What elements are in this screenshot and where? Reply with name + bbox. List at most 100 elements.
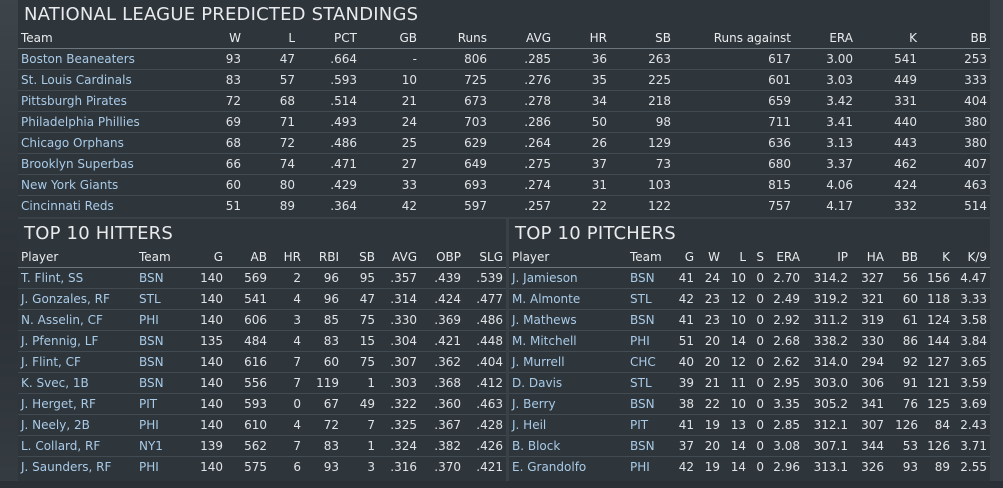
pitchers-name-link[interactable]: J. Berry	[509, 393, 627, 415]
hitters-name-link[interactable]: N. Asselin, CF	[18, 309, 136, 331]
hitters-name-link[interactable]: T. Flint, SS	[18, 267, 136, 289]
standings-name-link[interactable]: Pittsburgh Pirates	[18, 90, 174, 112]
standings-column-header[interactable]: GB	[360, 28, 420, 49]
standings-cell: 462	[856, 153, 920, 175]
pitchers-column-header[interactable]: IP	[803, 247, 851, 268]
pitchers-cell: 38	[671, 393, 697, 415]
standings-column-header[interactable]: ERA	[794, 28, 856, 49]
pitchers-column-header[interactable]: ERA	[767, 247, 803, 268]
pitchers-column-header[interactable]: G	[671, 247, 697, 268]
hitters-column-header[interactable]: RBI	[304, 247, 342, 268]
pitchers-cell: 0	[749, 288, 767, 310]
hitters-column-header[interactable]: OBP	[420, 247, 464, 268]
pitchers-name-link[interactable]: PHI	[627, 330, 671, 352]
hitters-column-header[interactable]: AVG	[378, 247, 420, 268]
hitters-column-header[interactable]: AB	[226, 247, 270, 268]
standings-cell: -	[360, 48, 420, 70]
hitters-name-link[interactable]: J. Herget, RF	[18, 393, 136, 415]
pitchers-name-link[interactable]: J. Heil	[509, 414, 627, 436]
pitchers-name-link[interactable]: J. Mathews	[509, 309, 627, 331]
hitters-name-link[interactable]: J. Gonzales, RF	[18, 288, 136, 310]
standings-name-link[interactable]: St. Louis Cardinals	[18, 69, 174, 91]
pitchers-column-header[interactable]: W	[697, 247, 723, 268]
standings-column-header[interactable]: BB	[920, 28, 990, 49]
hitters-column-header[interactable]: G	[188, 247, 226, 268]
hitters-column-header[interactable]: Player	[18, 247, 136, 268]
hitters-name-link[interactable]: PHI	[139, 460, 159, 474]
standings-column-header[interactable]: PCT	[298, 28, 360, 49]
pitchers-name-link[interactable]: CHC	[627, 351, 671, 373]
pitchers-name-link[interactable]: PHI	[630, 460, 650, 474]
pitchers-name-link[interactable]: J. Jamieson	[509, 267, 627, 289]
hitters-name-link[interactable]: J. Neely, 2B	[18, 414, 136, 436]
pitchers-name-link[interactable]: E. Grandolfo	[512, 460, 587, 474]
pitchers-name-link[interactable]: J. Murrell	[509, 351, 627, 373]
standings-cell: 659	[674, 90, 794, 112]
pitchers-column-header[interactable]: Player	[509, 247, 627, 268]
pitchers-name-link[interactable]: BSN	[627, 435, 671, 457]
hitters-column-header[interactable]: Team	[136, 247, 188, 268]
pitchers-name-link[interactable]: STL	[627, 288, 671, 310]
hitters-row: L. Collard, RF NY1 139 562 7 83 1.324.382.426	[18, 435, 506, 457]
hitters-cell: .486	[464, 309, 506, 331]
standings-column-header[interactable]: SB	[610, 28, 674, 49]
hitters-name-link[interactable]: PIT	[136, 393, 188, 415]
pitchers-column-header[interactable]: K	[921, 247, 953, 268]
hitters-name-link[interactable]: PHI	[136, 309, 188, 331]
pitchers-column-header[interactable]: Team	[627, 247, 671, 268]
standings-column-header[interactable]: L	[244, 28, 298, 49]
hitters-cell: 95	[342, 267, 378, 289]
hitters-cell: 83	[304, 435, 342, 457]
hitters-name-link[interactable]: PHI	[136, 414, 188, 436]
standings-name-link[interactable]: Philadelphia Phillies	[18, 111, 174, 133]
hitters-name-link[interactable]: BSN	[136, 330, 188, 352]
pitchers-cell: 84	[921, 414, 953, 436]
hitters-name-link[interactable]: BSN	[136, 372, 188, 394]
hitters-name-link[interactable]: J. Pfennig, LF	[18, 330, 136, 352]
pitchers-name-link[interactable]: STL	[627, 372, 671, 394]
pitchers-cell: 10	[723, 267, 749, 289]
standings-column-header[interactable]: AVG	[490, 28, 554, 49]
hitters-name-link[interactable]: K. Svec, 1B	[18, 372, 136, 394]
hitters-cell: .368	[420, 372, 464, 394]
pitchers-column-header[interactable]: L	[723, 247, 749, 268]
standings-name-link[interactable]: Brooklyn Superbas	[18, 153, 174, 175]
pitchers-cell: 22	[697, 393, 723, 415]
pitchers-name-link[interactable]: BSN	[627, 393, 671, 415]
pitchers-name-link[interactable]: M. Mitchell	[509, 330, 627, 352]
pitchers-name-link[interactable]: D. Davis	[509, 372, 627, 394]
hitters-column-header[interactable]: SB	[342, 247, 378, 268]
standings-name-link[interactable]: Chicago Orphans	[18, 132, 174, 154]
hitters-name-link[interactable]: BSN	[136, 267, 188, 289]
standings-column-header[interactable]: Runs	[420, 28, 490, 49]
standings-name-link[interactable]: Boston Beaneaters	[18, 48, 174, 70]
hitters-name-link[interactable]: STL	[136, 288, 188, 310]
hitters-row: J. Neely, 2B PHI 140 610 4 72 7.325.367.428	[18, 414, 506, 436]
standings-column-header[interactable]: Team	[18, 28, 174, 49]
hitters-name-link[interactable]: J. Saunders, RF	[21, 460, 112, 474]
pitchers-name-link[interactable]: M. Almonte	[509, 288, 627, 310]
standings-name-link[interactable]: Cincinnati Reds	[21, 199, 114, 213]
hitters-name-link[interactable]: L. Collard, RF	[18, 435, 136, 457]
standings-column-header[interactable]: W	[174, 28, 244, 49]
pitchers-column-header[interactable]: S	[749, 247, 767, 268]
standings-cell: 31	[554, 174, 610, 196]
hitters-name-link[interactable]: BSN	[136, 351, 188, 373]
pitchers-name-link[interactable]: B. Block	[509, 435, 627, 457]
standings-cell: 463	[920, 174, 990, 196]
hitters-cell: 2	[270, 267, 304, 289]
pitchers-name-link[interactable]: BSN	[627, 267, 671, 289]
hitters-name-link[interactable]: J. Flint, CF	[18, 351, 136, 373]
standings-column-header[interactable]: K	[856, 28, 920, 49]
pitchers-name-link[interactable]: BSN	[627, 309, 671, 331]
standings-column-header[interactable]: HR	[554, 28, 610, 49]
pitchers-name-link[interactable]: PIT	[627, 414, 671, 436]
standings-column-header[interactable]: Runs against	[674, 28, 794, 49]
pitchers-column-header[interactable]: BB	[887, 247, 921, 268]
hitters-column-header[interactable]: HR	[270, 247, 304, 268]
standings-name-link[interactable]: New York Giants	[18, 174, 174, 196]
pitchers-column-header[interactable]: HA	[851, 247, 887, 268]
hitters-column-header[interactable]: SLG	[464, 247, 506, 268]
pitchers-column-header[interactable]: K/9	[953, 247, 990, 268]
hitters-name-link[interactable]: NY1	[136, 435, 188, 457]
